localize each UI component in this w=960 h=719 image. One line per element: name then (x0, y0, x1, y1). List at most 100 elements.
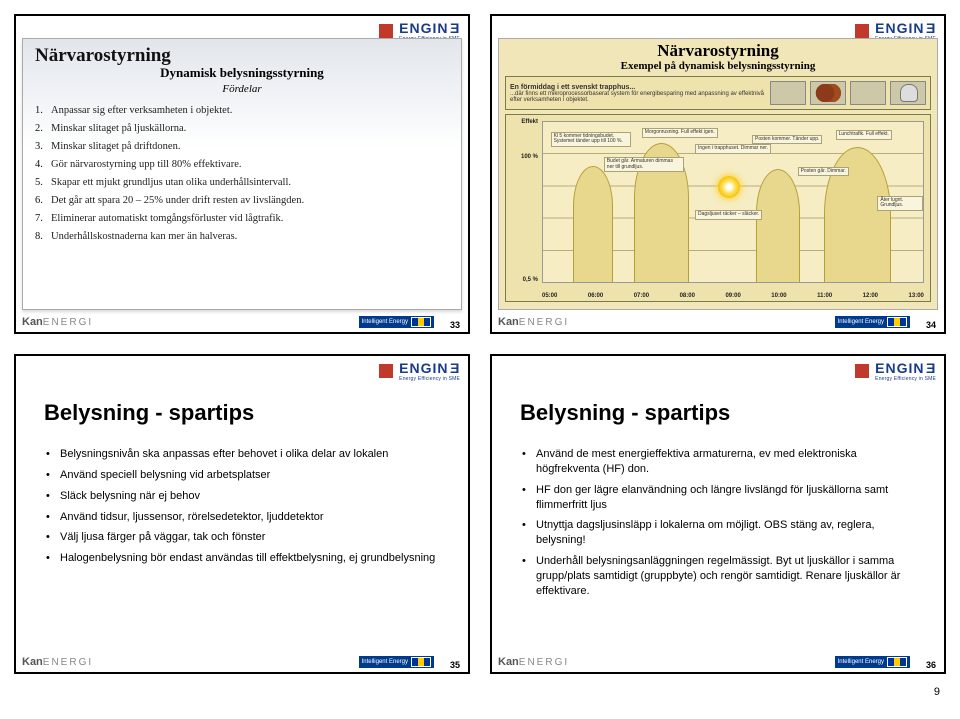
chart-ylabels: Effekt 100 % 0,5 % (508, 119, 538, 283)
bullet-item: Belysningsnivån ska anpassas efter behov… (60, 444, 438, 465)
slide-number: 34 (926, 320, 936, 330)
chart-callout: Morgonrusning. Full effekt igen. (642, 128, 718, 138)
chart-callout: Budet går. Armaturen dimmas ner till gru… (604, 157, 684, 172)
slide3-bullets: Belysningsnivån ska anpassas efter behov… (16, 444, 468, 569)
bullet-item: HF don ger lägre elanvändning och längre… (536, 480, 914, 516)
banner-text: En förmiddag i ett svenskt trapphus... .… (510, 84, 770, 103)
slide4-bullets: Använd de mest energieffektiva armaturer… (492, 444, 944, 602)
logo-three: E (449, 20, 459, 36)
x-tick: 09:00 (725, 293, 740, 299)
footer-ie-text: Intelligent Energy (838, 659, 884, 665)
chart-callout: Dagsljuset räcker – släcker. (695, 210, 762, 220)
bullet-item: Välj ljusa färger på väggar, tak och fön… (60, 527, 438, 548)
logo-text: ENGIN (875, 360, 924, 376)
logo-square-icon (855, 24, 869, 38)
chart-callout: Kl 5 kommer tidningsbudet. Systemet tänd… (551, 132, 631, 147)
x-tick: 06:00 (588, 293, 603, 299)
list-item: Eliminerar automatiskt tomgångsförluster… (35, 209, 449, 227)
bullet-item: Använd tidsur, ljussensor, rörelsedetekt… (60, 507, 438, 528)
document-page-number: 9 (14, 686, 946, 698)
x-tick: 07:00 (634, 293, 649, 299)
y-label: Effekt (508, 119, 538, 125)
chart-area: Kl 5 kommer tidningsbudet. Systemet tänd… (542, 121, 924, 283)
slide-grid: ENGINE Energy Efficiency in SME Närvaros… (14, 14, 946, 674)
logo-three: E (925, 20, 935, 36)
list-item: Gör närvarostyrning upp till 80% effekti… (35, 155, 449, 173)
chart-callout: Posten kommer. Tänder upp. (752, 135, 822, 145)
slide2-banner: En förmiddag i ett svenskt trapphus... .… (505, 76, 931, 110)
bullet-item: Använd de mest energieffektiva armaturer… (536, 444, 914, 480)
logo: ENGINE Energy Efficiency in SME (855, 360, 936, 382)
list-item: Minskar slitaget på ljuskällorna. (35, 119, 449, 137)
slide1-sub: Dynamisk belysningsstyrning (23, 65, 461, 81)
slide-number: 35 (450, 660, 460, 670)
bell-icon (890, 81, 926, 105)
slide1-title: Närvarostyrning (23, 39, 461, 67)
slide-33: ENGINE Energy Efficiency in SME Närvaros… (14, 14, 470, 334)
footer-ie-badge: Intelligent Energy (835, 316, 910, 328)
slide2-sub: Exempel på dynamisk belysningsstyrning (499, 60, 937, 72)
logo-engine: ENGINE Energy Efficiency in SME (399, 360, 460, 382)
footer-ie-badge: Intelligent Energy (359, 656, 434, 668)
slide-number: 33 (450, 320, 460, 330)
slide-36: ENGINE Energy Efficiency in SME Belysnin… (490, 354, 946, 674)
list-item: Minskar slitaget på driftdonen. (35, 137, 449, 155)
x-tick: 05:00 (542, 293, 557, 299)
logo-text: ENGIN (399, 20, 448, 36)
chart-xlabels: 05:00 06:00 07:00 08:00 09:00 10:00 11:0… (542, 293, 924, 299)
footer-ie-text: Intelligent Energy (838, 319, 884, 325)
slide2-head: Närvarostyrning Exempel på dynamisk bely… (499, 39, 937, 72)
x-tick: 12:00 (863, 293, 878, 299)
footer-kan: KanENERGI (22, 316, 93, 328)
bullet-item: Använd speciell belysning vid arbetsplat… (60, 465, 438, 486)
list-item: Skapar ett mjukt grundljus utan olika un… (35, 173, 449, 191)
footer-kan: KanENERGI (22, 656, 93, 668)
footer-ie-text: Intelligent Energy (362, 659, 408, 665)
list-item: Anpassar sig efter verksamheten i objekt… (35, 101, 449, 119)
slide1-list: Anpassar sig efter verksamheten i objekt… (23, 101, 461, 245)
slide-35: ENGINE Energy Efficiency in SME Belysnin… (14, 354, 470, 674)
bullet-item: Underhåll belysningsanläggningen regelmä… (536, 551, 914, 602)
logo-text: ENGIN (399, 360, 448, 376)
list-item: Underhållskostnaderna kan mer än halvera… (35, 227, 449, 245)
slide-number: 36 (926, 660, 936, 670)
x-tick: 11:00 (817, 293, 832, 299)
list-item: Det går att spara 20 – 25% under drift r… (35, 191, 449, 209)
banner-thumbs (770, 81, 926, 105)
footer-kan: KanENERGI (498, 316, 569, 328)
logo-square-icon (379, 24, 393, 38)
slide-34: ENGINE Energy Efficiency in SME Närvaros… (490, 14, 946, 334)
x-tick: 10:00 (771, 293, 786, 299)
slide2-title: Närvarostyrning (499, 41, 937, 61)
bullet-item: Släck belysning när ej behov (60, 486, 438, 507)
logo-text: ENGIN (875, 20, 924, 36)
slide1-panel: Närvarostyrning Dynamisk belysningsstyrn… (22, 38, 462, 310)
brain-icon (810, 81, 846, 105)
footer-ie-badge: Intelligent Energy (835, 656, 910, 668)
logo-sub: Energy Efficiency in SME (399, 376, 460, 382)
logo-three: E (449, 360, 459, 376)
banner-title: En förmiddag i ett svenskt trapphus... (510, 84, 770, 91)
x-tick: 08:00 (680, 293, 695, 299)
chart-callout: Ingen i trapphuset. Dimmar ner. (695, 144, 771, 154)
logo-engine: ENGINE Energy Efficiency in SME (875, 360, 936, 382)
thumb-icon (850, 81, 886, 105)
footer-ie-badge: Intelligent Energy (359, 316, 434, 328)
logo-square-icon (379, 364, 393, 378)
logo-square-icon (855, 364, 869, 378)
y-tick: 100 % (508, 154, 538, 160)
footer-kan: KanENERGI (498, 656, 569, 668)
logo-sub: Energy Efficiency in SME (875, 376, 936, 382)
x-tick: 13:00 (909, 293, 924, 299)
y-tick: 0,5 % (508, 277, 538, 283)
bullet-item: Utnyttja dagsljusinsläpp i lokalerna om … (536, 515, 914, 551)
slide2-chart: Effekt 100 % 0,5 % Kl 5 kommer tidningsb… (505, 114, 931, 302)
chart-callout: Lunchtrafik. Full effekt. (836, 130, 892, 140)
chart-bump (573, 166, 613, 282)
bullet-item: Halogenbelysning bör endast användas til… (60, 548, 438, 569)
logo: ENGINE Energy Efficiency in SME (379, 360, 460, 382)
logo-three: E (925, 360, 935, 376)
banner-sub: ...där finns ett mikroprocessorbaserat s… (510, 91, 770, 103)
chart-bump (756, 169, 800, 282)
footer-ie-text: Intelligent Energy (362, 319, 408, 325)
